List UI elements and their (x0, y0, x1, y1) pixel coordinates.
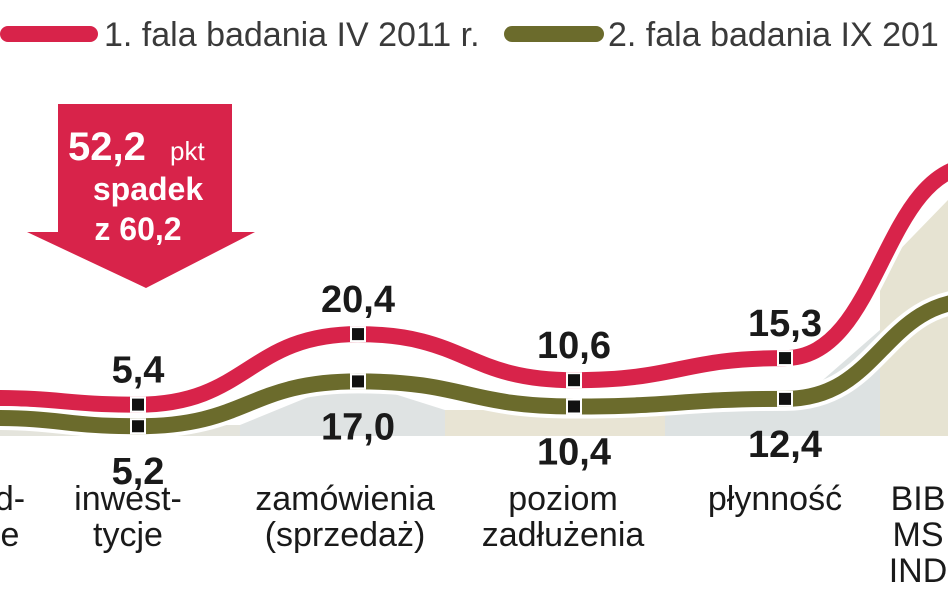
series-2-value-label-2: 17,0 (321, 406, 395, 448)
category-labels: d-e inwest-tycje zamówienia(sprzedaż) pozio… (0, 480, 947, 590)
series-1-point-2 (350, 326, 366, 343)
category-label-0-line-1: e (1, 516, 20, 554)
series-2-point-4 (777, 390, 793, 407)
series-1-value-label-1: 5,4 (112, 350, 165, 392)
legend: 1. fala badania IV 2011 r. 2. fala badan… (0, 16, 939, 54)
series-1-value-label-4: 15,3 (748, 303, 822, 345)
category-label-5-line-2: IND (889, 552, 948, 590)
series-2-value-label-1: 5,2 (112, 451, 165, 493)
series-2-value-label-3: 10,4 (537, 431, 611, 473)
callout-value: 52,2 (68, 125, 146, 169)
series-2-point-2 (350, 373, 366, 390)
category-label-1-line-0: inwest- (74, 480, 182, 518)
category-label-2-line-0: zamówienia (255, 480, 435, 518)
callout-line-2: z 60,2 (94, 211, 181, 247)
series-2-value-label-4: 12,4 (748, 424, 822, 466)
category-label-0-line-0: d- (0, 480, 25, 518)
series-1-point-4 (777, 350, 793, 367)
series-2-point-1 (130, 418, 146, 435)
value-labels: 5,4 20,4 10,6 15,3 5,2 17,0 10,4 12,4 (112, 279, 822, 493)
series-2-point-3 (566, 398, 582, 415)
series-1-point-3 (566, 372, 582, 389)
category-label-3-line-0: poziom (508, 480, 618, 518)
callout-unit: pkt (170, 136, 205, 166)
category-label-1-line-1: tycje (93, 516, 163, 554)
legend-label-series-1: 1. fala badania IV 2011 r. (104, 16, 480, 54)
series-1-value-label-3: 10,6 (537, 325, 611, 367)
series-1-point-1 (130, 396, 146, 413)
callout-arrow: 52,2 pkt spadek z 60,2 (27, 104, 255, 288)
series-layer (0, 159, 948, 439)
series-1-value-label-2: 20,4 (321, 279, 395, 321)
category-label-3-line-1: zadłużenia (482, 516, 645, 554)
category-label-5-line-1: MS (893, 516, 944, 554)
callout-line-1: spadek (93, 171, 203, 207)
callout-arrow-shape (27, 104, 255, 288)
category-label-5-line-0: BIB (891, 480, 946, 518)
category-label-4-line-0: płynność (708, 480, 842, 518)
category-label-2-line-1: (sprzedaż) (265, 516, 426, 554)
legend-label-series-2: 2. fala badania IX 201 (608, 16, 939, 54)
